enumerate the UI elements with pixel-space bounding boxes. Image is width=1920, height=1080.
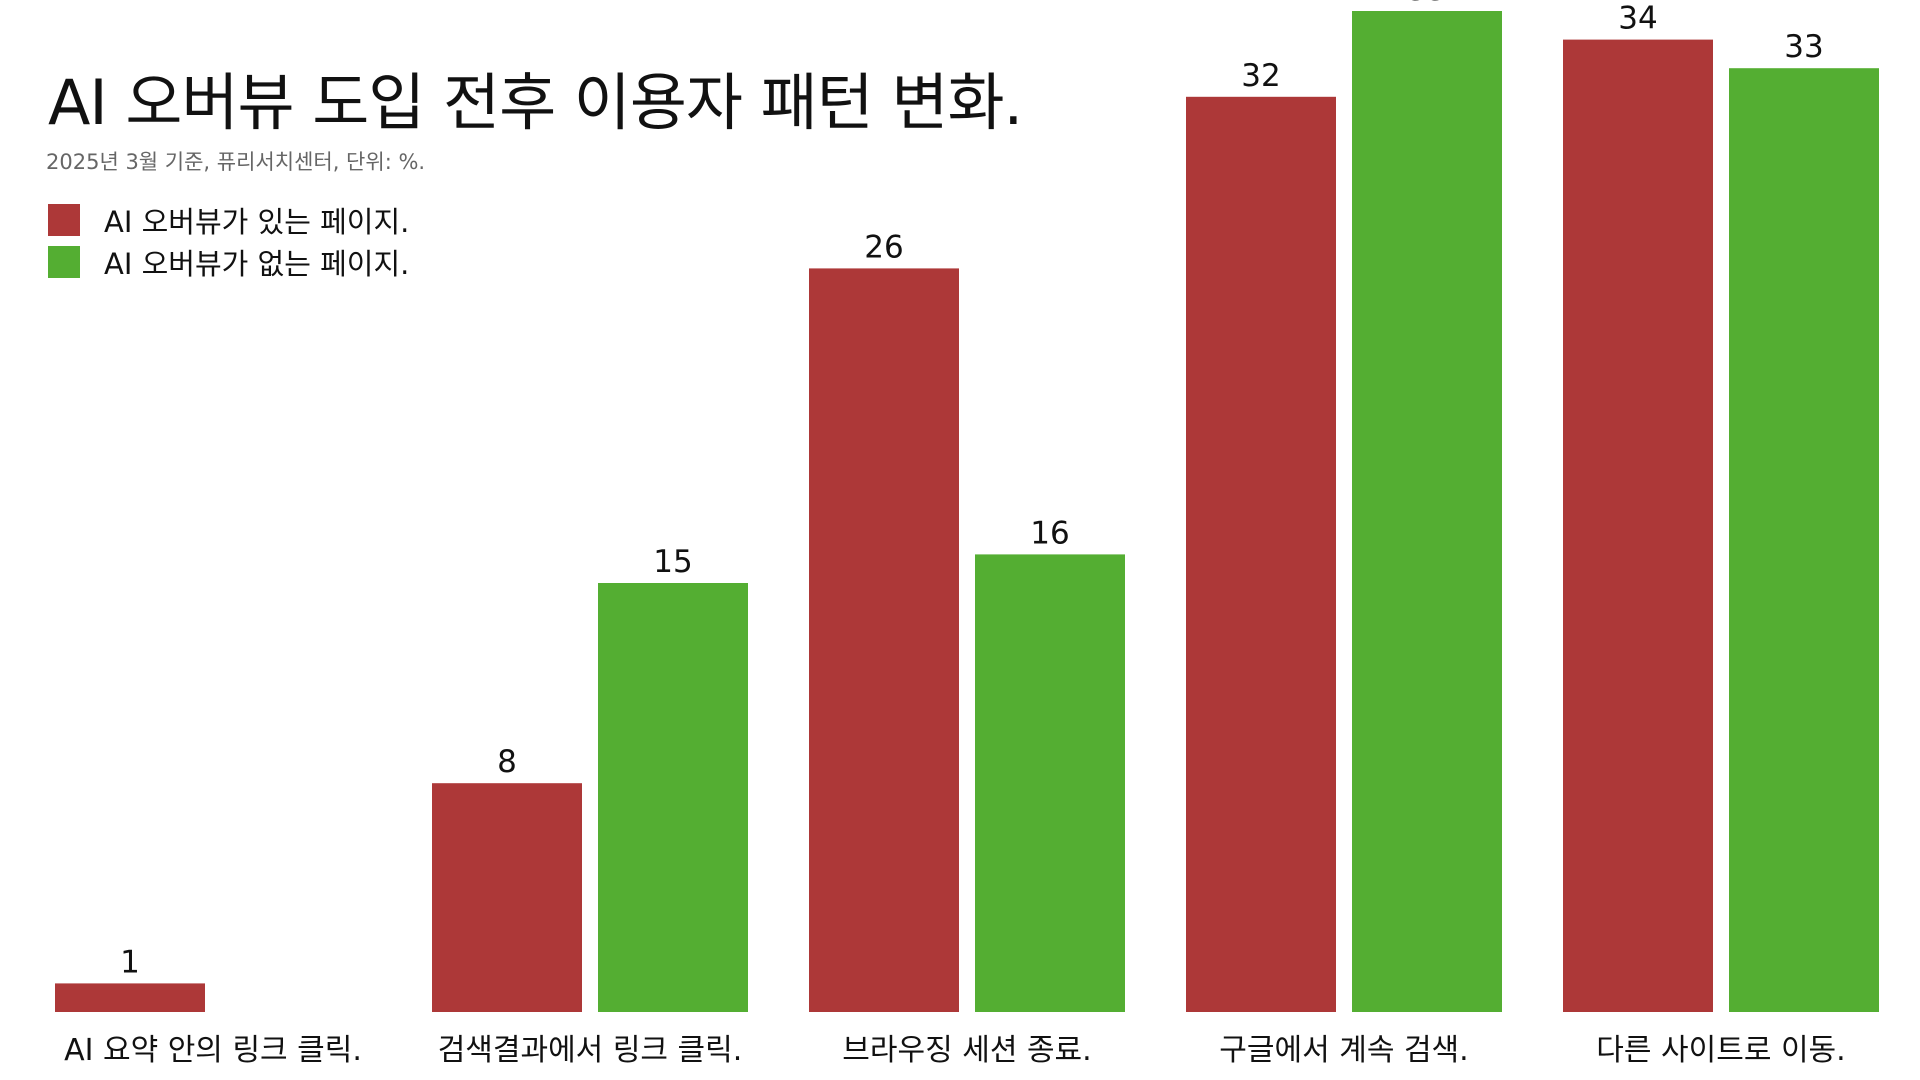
data-label-with-overview-3: 32 [1241, 58, 1280, 94]
chart-title: AI 오버뷰 도입 전후 이용자 패턴 변화. [48, 66, 1023, 139]
data-label-without-overview-1: 15 [653, 544, 692, 580]
category-label-2: 브라우징 세션 종료. [842, 1033, 1091, 1068]
bar-with-overview-3 [1186, 96, 1336, 1013]
bar-without-overview-1 [598, 583, 748, 1012]
bar-with-overview-0 [55, 983, 205, 1012]
legend-item-with-overview: AI 오버뷰가 있는 페이지. [48, 200, 409, 240]
data-label-with-overview-1: 8 [497, 744, 517, 780]
legend-label-with-overview: AI 오버뷰가 있는 페이지. [104, 205, 410, 239]
category-label-0: AI 요약 안의 링크 클릭. [64, 1033, 362, 1068]
data-label-without-overview-4: 33 [1784, 29, 1823, 65]
bar-without-overview-2 [975, 554, 1125, 1012]
legend-swatch-with-overview [48, 204, 80, 236]
chart-subtitle: 2025년 3월 기준, 퓨리서치센터, 단위: %. [46, 150, 426, 174]
data-label-without-overview-2: 16 [1030, 515, 1069, 551]
bar-with-overview-2 [809, 268, 959, 1012]
legend-label-without-overview: AI 오버뷰가 없는 페이지. [104, 247, 410, 281]
legend-swatch-without-overview [48, 246, 80, 278]
bar-with-overview-1 [432, 783, 582, 1012]
bar-with-overview-4 [1563, 39, 1713, 1013]
bar-without-overview-3 [1352, 11, 1502, 1012]
bar-without-overview-4 [1729, 68, 1879, 1012]
legend-item-without-overview: AI 오버뷰가 없는 페이지. [48, 242, 409, 282]
data-label-with-overview-2: 26 [864, 229, 903, 265]
category-label-4: 다른 사이트로 이동. [1596, 1033, 1845, 1068]
data-label-with-overview-0: 1 [120, 944, 140, 980]
category-label-1: 검색결과에서 링크 클릭. [438, 1033, 743, 1068]
data-label-with-overview-4: 34 [1618, 1, 1657, 37]
data-label-without-overview-3: 35 [1407, 0, 1446, 8]
category-label-3: 구글에서 계속 검색. [1219, 1033, 1468, 1068]
legend: AI 오버뷰가 있는 페이지. AI 오버뷰가 없는 페이지. [48, 200, 409, 284]
